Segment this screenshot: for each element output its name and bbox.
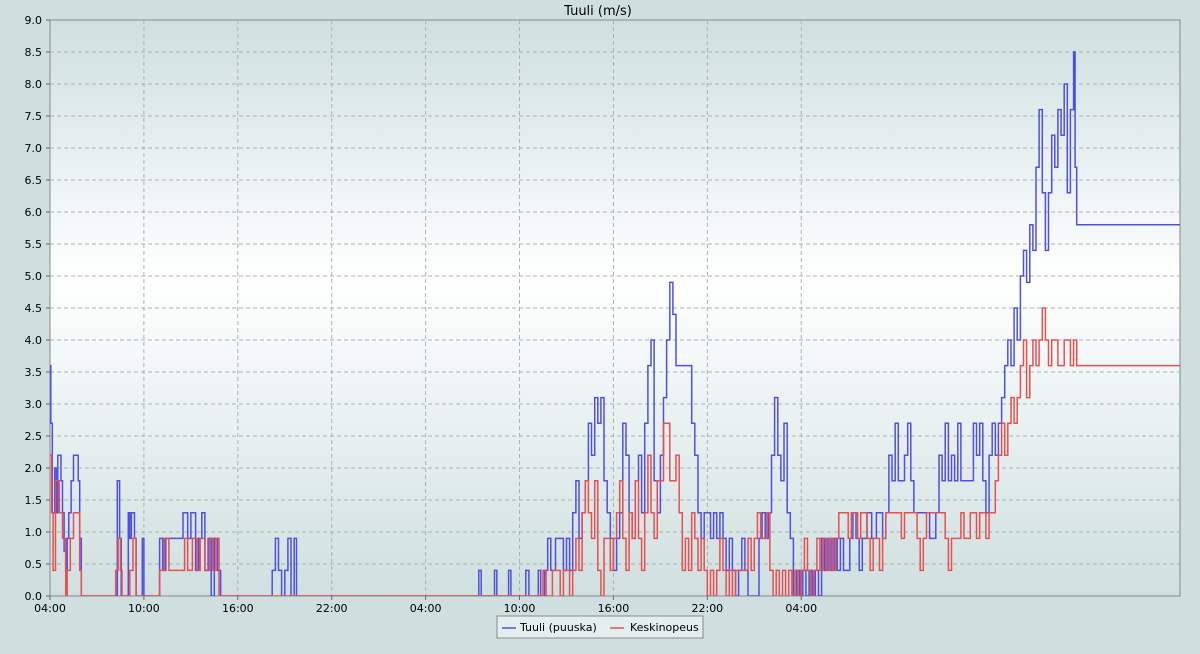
y-tick-label: 2.0 xyxy=(25,462,43,475)
y-tick-label: 7.0 xyxy=(25,142,43,155)
x-tick-label: 22:00 xyxy=(316,602,348,615)
x-tick-label: 10:00 xyxy=(504,602,536,615)
y-tick-label: 3.5 xyxy=(25,366,43,379)
y-tick-label: 0.5 xyxy=(25,558,43,571)
legend-label-avg: Keskinopeus xyxy=(630,621,699,634)
y-tick-label: 5.5 xyxy=(25,238,43,251)
y-tick-label: 8.5 xyxy=(25,46,43,59)
x-tick-label: 22:00 xyxy=(691,602,723,615)
x-tick-label: 04:00 xyxy=(410,602,442,615)
y-tick-label: 7.5 xyxy=(25,110,43,123)
legend-label-gust: Tuuli (puuska) xyxy=(519,621,597,634)
x-tick-label: 10:00 xyxy=(128,602,160,615)
y-tick-label: 5.0 xyxy=(25,270,43,283)
y-tick-label: 1.5 xyxy=(25,494,43,507)
x-tick-label: 16:00 xyxy=(598,602,630,615)
grid-layer xyxy=(50,20,1180,596)
y-tick-label: 1.0 xyxy=(25,526,43,539)
y-tick-label: 2.5 xyxy=(25,430,43,443)
legend: Tuuli (puuska) Keskinopeus xyxy=(496,615,704,639)
series-line-average xyxy=(50,307,1180,596)
y-tick-label: 6.0 xyxy=(25,206,43,219)
x-tick-label: 16:00 xyxy=(222,602,254,615)
series-layer xyxy=(50,51,1180,596)
y-tick-label: 9.0 xyxy=(25,14,43,27)
y-tick-label: 0.0 xyxy=(25,590,43,603)
x-tick-label: 04:00 xyxy=(34,602,66,615)
x-tick-label: 04:00 xyxy=(785,602,817,615)
y-tick-label: 4.0 xyxy=(25,334,43,347)
y-tick-label: 6.5 xyxy=(25,174,43,187)
axis-layer: 0.0 0.5 1.0 1.5 2.0 2.5 3.0 3.5 4.0 4.5 5.0 5.5 6.0 6… xyxy=(25,14,818,615)
y-tick-label: 8.0 xyxy=(25,78,43,91)
y-tick-label: 3.0 xyxy=(25,398,43,411)
legend-box xyxy=(496,615,704,639)
y-tick-label: 4.5 xyxy=(25,302,43,315)
chart-title: Tuuli (m/s) xyxy=(563,4,632,19)
